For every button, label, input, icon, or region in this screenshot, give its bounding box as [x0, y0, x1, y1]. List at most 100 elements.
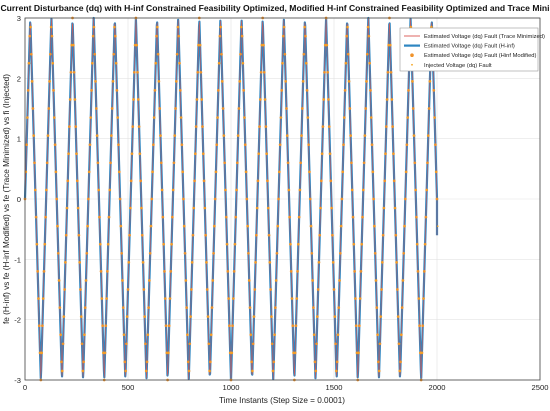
series-marker-injected: [50, 26, 52, 28]
series-marker-injected: [147, 333, 149, 336]
series-marker-injected: [89, 116, 92, 119]
series-marker-injected: [302, 80, 304, 83]
series-marker-injected: [278, 171, 281, 173]
series-marker-injected: [387, 44, 390, 46]
series-marker-injected: [232, 297, 235, 300]
series-marker-hinf-modified: [269, 288, 272, 291]
series-marker-injected: [280, 116, 282, 119]
series-marker-hinf-modified: [315, 342, 318, 346]
series-marker-hinf-modified: [106, 270, 109, 273]
series-marker-hinf-modified: [353, 270, 356, 273]
y-tick-label: 3: [17, 14, 21, 23]
series-marker-hinf-modified: [69, 70, 73, 74]
series-marker-hinf-modified: [280, 89, 284, 92]
series-marker-injected: [400, 333, 403, 336]
series-marker-hinf-modified: [131, 125, 135, 128]
series-marker-hinf-modified: [139, 179, 143, 183]
series-marker-hinf-modified: [288, 215, 291, 219]
series-marker-hinf-modified: [416, 270, 420, 273]
series-marker-hinf-modified: [140, 233, 144, 237]
series-marker-injected: [37, 297, 40, 300]
series-marker-hinf-modified: [396, 288, 399, 291]
series-marker-hinf-modified: [362, 161, 366, 165]
series-marker-injected: [189, 315, 192, 318]
series-marker-injected: [185, 279, 187, 282]
x-tick-label: 0: [23, 383, 27, 392]
series-marker-hinf-modified: [231, 324, 234, 328]
series-marker-hinf-modified: [88, 143, 92, 147]
series-marker-hinf-modified: [253, 288, 257, 291]
series-marker-hinf-modified: [144, 342, 147, 346]
series-marker-injected: [118, 171, 121, 173]
series-marker-injected: [333, 315, 336, 318]
series-marker-hinf-modified: [199, 70, 203, 74]
chart-title: Reconstructed Current Disturbance (dq) w…: [0, 3, 550, 13]
series-marker-hinf-modified: [169, 270, 173, 273]
series-marker-injected: [229, 352, 232, 354]
series-marker-hinf-modified: [397, 342, 401, 346]
series-marker-hinf-modified: [163, 270, 166, 273]
series-marker-hinf-modified: [302, 52, 306, 56]
series-marker-injected: [303, 26, 306, 28]
series-marker-hinf-modified: [245, 197, 249, 201]
series-marker-injected: [394, 207, 396, 209]
series-marker-hinf-modified: [373, 251, 377, 255]
series-marker-injected: [391, 98, 393, 101]
series-marker-injected: [191, 261, 193, 264]
series-marker-hinf-modified: [55, 197, 59, 201]
series-marker-hinf-modified: [193, 179, 196, 183]
series-marker-injected: [313, 333, 315, 336]
series-marker-injected: [140, 207, 143, 209]
series-marker-injected: [120, 225, 122, 227]
series-marker-injected: [74, 98, 76, 101]
series-marker-hinf-modified: [77, 233, 81, 237]
series-marker-injected: [127, 261, 130, 264]
series-marker-injected: [96, 134, 98, 137]
series-marker-hinf-modified: [159, 161, 163, 165]
series-marker-injected: [368, 62, 371, 65]
series-marker-hinf-modified: [305, 89, 309, 92]
series-marker-hinf-modified: [351, 215, 355, 219]
series-marker-injected: [161, 189, 163, 191]
series-marker-hinf-modified: [243, 143, 247, 147]
series-marker-injected: [338, 279, 341, 282]
series-marker-hinf-modified: [251, 342, 255, 346]
series-marker-injected: [226, 243, 228, 246]
series-marker-injected: [319, 207, 322, 209]
series-marker-hinf-modified: [277, 197, 280, 201]
series-marker-hinf-modified: [182, 197, 185, 201]
series-marker-injected: [332, 261, 335, 264]
series-marker-hinf-modified: [213, 197, 217, 201]
series-marker-injected: [326, 44, 328, 46]
series-marker-injected: [159, 134, 162, 137]
series-marker-injected: [181, 171, 184, 173]
series-marker-injected: [80, 315, 83, 318]
series-marker-injected: [234, 243, 236, 246]
series-marker-injected: [53, 116, 56, 119]
series-marker-injected: [175, 80, 178, 83]
series-marker-injected: [288, 189, 290, 191]
series-marker-injected: [406, 116, 409, 119]
series-marker-hinf-modified: [109, 161, 112, 165]
series-marker-injected: [419, 352, 422, 354]
series-marker-injected: [256, 207, 258, 209]
series-marker-injected: [311, 279, 314, 282]
series-marker-hinf-modified: [304, 34, 307, 38]
series-marker-hinf-modified: [25, 143, 28, 147]
series-marker-hinf-modified: [87, 197, 90, 201]
legend: Estimated Voltage (dq) Fault (Trace Mini…: [399, 27, 545, 72]
series-marker-hinf-modified: [434, 143, 437, 147]
series-marker-injected: [99, 243, 102, 246]
series-marker-hinf-modified: [415, 215, 418, 219]
series-marker-injected: [354, 297, 357, 300]
series-marker-hinf-modified: [259, 70, 263, 74]
series-marker-hinf-modified: [370, 143, 374, 147]
series-marker-injected: [272, 370, 274, 372]
series-marker-hinf-modified: [316, 288, 320, 291]
series-marker-hinf-modified: [342, 143, 345, 147]
series-marker-injected: [148, 279, 151, 282]
series-marker-injected: [389, 44, 392, 46]
series-marker-injected: [224, 189, 227, 191]
series-marker-hinf-modified: [120, 251, 124, 255]
series-marker-hinf-modified: [29, 52, 33, 56]
